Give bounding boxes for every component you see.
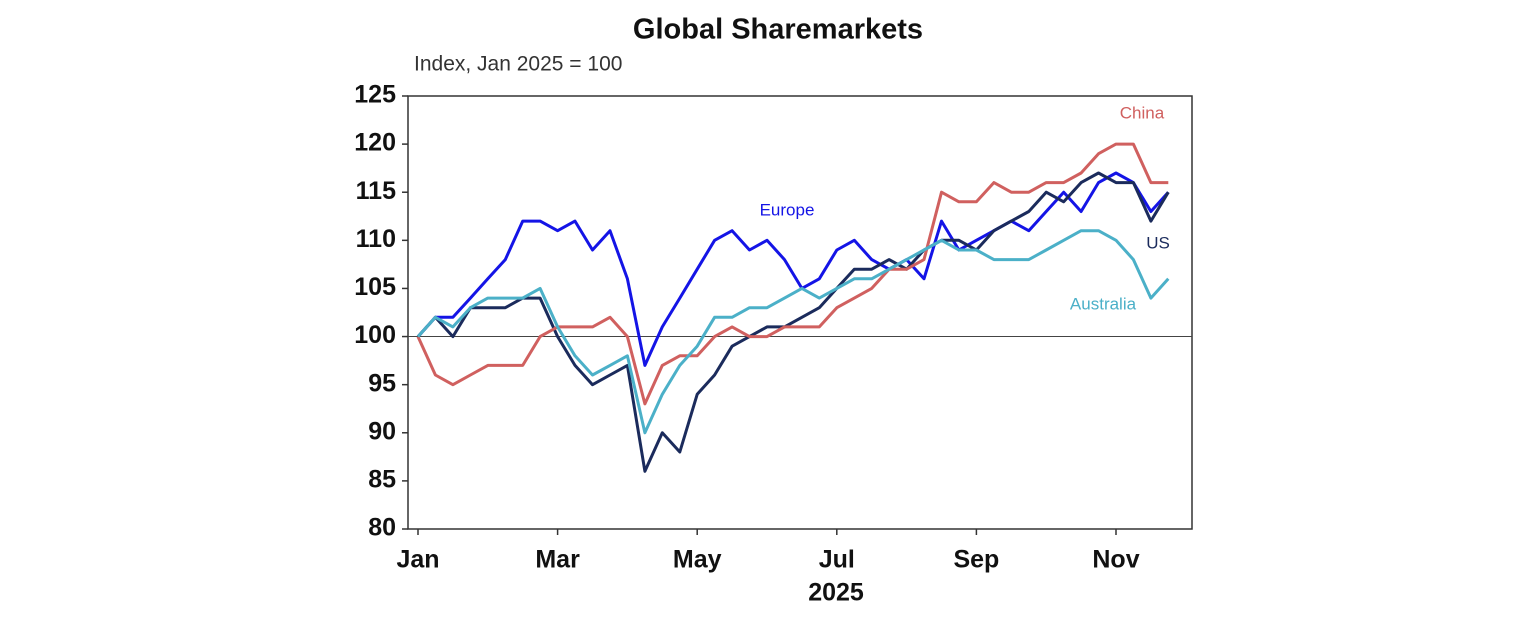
x-axis-label: 2025 bbox=[808, 579, 864, 607]
x-tick-label: May bbox=[673, 546, 722, 574]
series-label: US bbox=[1146, 233, 1170, 252]
series-line bbox=[416, 171, 1170, 473]
y-tick-label: 80 bbox=[368, 514, 396, 542]
y-tick-label: 105 bbox=[354, 273, 396, 301]
y-tick-label: 100 bbox=[354, 321, 396, 349]
y-tick-label: 85 bbox=[368, 465, 396, 493]
y-tick-label: 125 bbox=[354, 81, 396, 109]
y-tick-label: 95 bbox=[368, 369, 396, 397]
series-label: Europe bbox=[760, 200, 815, 219]
y-tick-label: 90 bbox=[368, 417, 396, 445]
x-tick-label: Jul bbox=[819, 546, 855, 574]
series-line bbox=[416, 171, 1170, 367]
series-line bbox=[416, 229, 1170, 435]
plot-frame bbox=[407, 95, 1193, 530]
y-tick-label: 115 bbox=[356, 177, 396, 205]
series-line bbox=[416, 142, 1169, 406]
chart-title: Global Sharemarkets bbox=[633, 14, 923, 46]
chart-subtitle: Index, Jan 2025 = 100 bbox=[414, 53, 622, 76]
x-tick-label: Mar bbox=[535, 546, 580, 574]
series-label: China bbox=[1120, 103, 1165, 122]
x-tick-label: Nov bbox=[1092, 546, 1139, 574]
y-tick-label: 110 bbox=[356, 225, 396, 253]
y-tick-label: 120 bbox=[354, 129, 396, 157]
x-tick-label: Sep bbox=[953, 546, 999, 574]
x-tick-label: Jan bbox=[396, 546, 439, 574]
series-label: Australia bbox=[1070, 294, 1137, 313]
